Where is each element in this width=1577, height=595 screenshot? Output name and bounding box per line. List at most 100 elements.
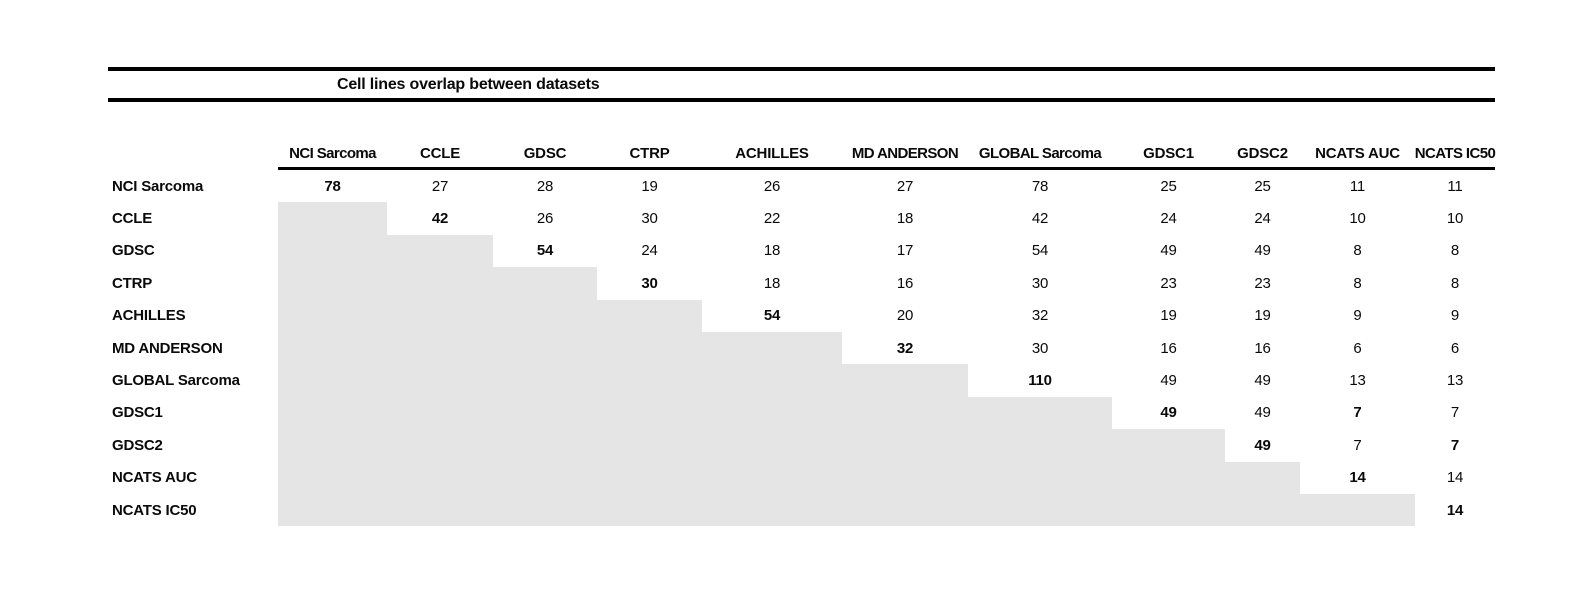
matrix-cell: 16 (896, 274, 914, 292)
matrix-cell-shaded (387, 234, 493, 268)
matrix-cell: 49 (1254, 242, 1271, 260)
matrix-cell-shaded (387, 493, 493, 527)
matrix-cell: 22 (763, 210, 781, 228)
matrix-cell: 78 (1031, 177, 1049, 195)
matrix-cell: 7 (1353, 404, 1362, 422)
col-header-achilles: ACHILLES (702, 140, 842, 170)
matrix-cell-shaded (493, 461, 597, 494)
matrix-cell: 10 (1349, 210, 1366, 228)
matrix-cell: 110 (1028, 372, 1052, 390)
matrix-cell-shaded (597, 331, 702, 365)
matrix-cell-shaded (968, 429, 1112, 462)
matrix-cell: 6 (1450, 339, 1460, 357)
matrix-cell: 49 (1254, 404, 1271, 422)
matrix-cell: 23 (1254, 274, 1271, 292)
matrix-cell: 20 (896, 307, 914, 325)
matrix-cell-shaded (493, 396, 597, 430)
matrix-cell: 16 (1254, 339, 1271, 357)
matrix-cell: 18 (896, 210, 914, 228)
matrix-cell-shaded (597, 493, 702, 527)
matrix-cell: 49 (1254, 372, 1271, 390)
matrix-cell: 30 (1031, 274, 1049, 292)
matrix-cell: 6 (1353, 339, 1362, 357)
table-title: Cell lines overlap between datasets (337, 76, 600, 93)
matrix-cell-shaded (493, 299, 597, 332)
matrix-cell: 42 (431, 210, 449, 228)
matrix-cell: 30 (1031, 339, 1049, 357)
row-label-achilles: ACHILLES (112, 307, 186, 325)
matrix-cell: 13 (1446, 372, 1464, 390)
matrix-cell: 28 (536, 177, 554, 195)
matrix-cell: 7 (1353, 436, 1362, 454)
row-label-gdsc1: GDSC1 (112, 404, 163, 422)
matrix-cell-shaded (278, 461, 387, 494)
matrix-cell-shaded (387, 461, 493, 494)
matrix-cell: 78 (324, 177, 341, 195)
matrix-cell-shaded (493, 267, 597, 300)
matrix-cell-shaded (842, 396, 968, 430)
matrix-cell-shaded (278, 267, 387, 300)
matrix-cell-shaded (387, 396, 493, 430)
matrix-cell-shaded (493, 493, 597, 527)
matrix-cell-shaded (1112, 461, 1225, 494)
matrix-cell: 11 (1349, 177, 1366, 195)
matrix-cell-shaded (387, 364, 493, 397)
mid-rule (108, 98, 1495, 102)
matrix-cell: 9 (1450, 307, 1460, 325)
row-label-gdsc2: GDSC2 (112, 436, 163, 454)
header-corner (108, 140, 278, 170)
matrix-cell: 9 (1353, 307, 1362, 325)
row-label-global-sarcoma: GLOBAL Sarcoma (112, 372, 240, 390)
col-header-nci-sarcoma: NCI Sarcoma (278, 140, 387, 170)
col-header-ncats-auc: NCATS AUC (1300, 140, 1415, 170)
matrix-cell-shaded (702, 331, 842, 365)
matrix-cell: 26 (763, 177, 781, 195)
matrix-cell-shaded (278, 202, 387, 235)
matrix-cell-shaded (278, 429, 387, 462)
row-label-ctrp: CTRP (112, 274, 153, 292)
matrix-cell-shaded (968, 461, 1112, 494)
matrix-cell-shaded (597, 299, 702, 332)
matrix-cell: 16 (1160, 339, 1177, 357)
matrix-cell-shaded (842, 493, 968, 527)
col-header-md-anderson: MD ANDERSON (842, 140, 968, 170)
matrix-cell-shaded (493, 364, 597, 397)
matrix-cell: 25 (1160, 177, 1177, 195)
matrix-cell-shaded (387, 267, 493, 300)
matrix-cell: 11 (1447, 177, 1463, 195)
matrix-cell-shaded (968, 396, 1112, 430)
col-header-ctrp: CTRP (597, 140, 702, 170)
overlap-matrix: NCI Sarcoma CCLE GDSC CTRP ACHILLES MD ANDERS… (108, 140, 1496, 527)
col-header-global-sarcoma: GLOBAL Sarcoma (968, 140, 1112, 170)
matrix-cell: 14 (1446, 501, 1464, 519)
matrix-cell-shaded (597, 429, 702, 462)
matrix-cell-shaded (387, 331, 493, 365)
matrix-cell: 42 (1031, 210, 1049, 228)
col-header-gdsc2: GDSC2 (1225, 140, 1300, 170)
matrix-cell: 23 (1160, 274, 1177, 292)
matrix-cell-shaded (702, 429, 842, 462)
matrix-cell: 19 (641, 177, 658, 195)
matrix-cell-shaded (702, 396, 842, 430)
matrix-cell: 8 (1450, 274, 1460, 292)
matrix-cell: 17 (896, 242, 914, 260)
matrix-cell: 49 (1254, 436, 1271, 454)
row-label-ncats-auc: NCATS AUC (112, 469, 197, 487)
matrix-cell: 30 (641, 210, 658, 228)
matrix-cell-shaded (278, 299, 387, 332)
matrix-cell: 8 (1450, 242, 1460, 260)
matrix-cell: 19 (1160, 307, 1177, 325)
matrix-cell-shaded (597, 396, 702, 430)
matrix-cell-shaded (278, 331, 387, 365)
matrix-cell: 14 (1349, 469, 1366, 487)
matrix-cell: 32 (896, 339, 914, 357)
col-header-ccle: CCLE (387, 140, 493, 170)
matrix-cell-shaded (702, 461, 842, 494)
matrix-cell-shaded (278, 396, 387, 430)
matrix-cell: 18 (763, 242, 781, 260)
matrix-cell: 7 (1450, 404, 1460, 422)
top-rule (108, 67, 1495, 71)
matrix-cell-shaded (702, 493, 842, 527)
matrix-cell-shaded (278, 234, 387, 268)
